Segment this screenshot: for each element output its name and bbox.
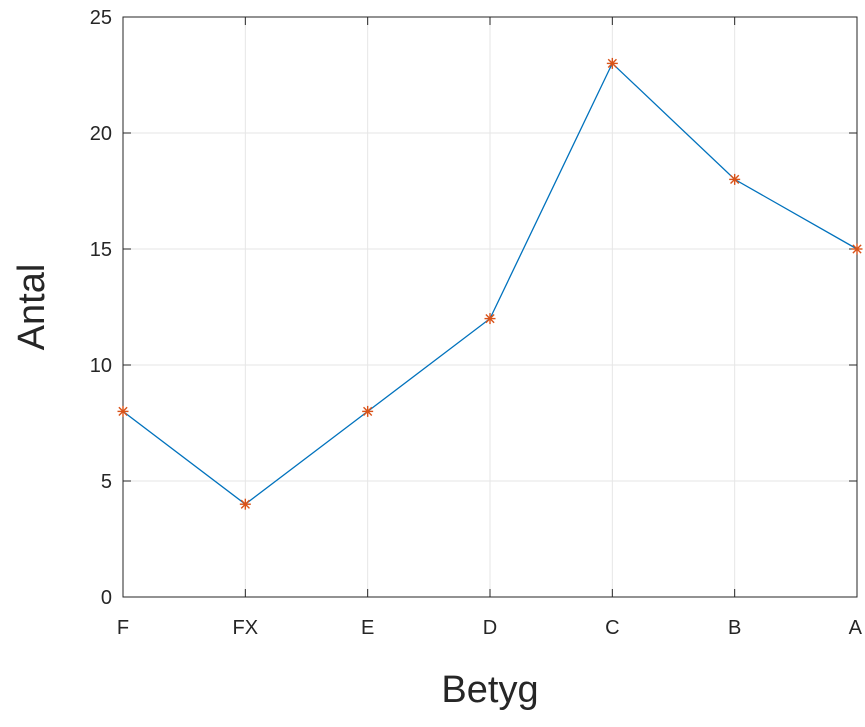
data-point-marker — [117, 405, 129, 417]
x-tick-label: A — [849, 617, 863, 639]
data-point-marker — [239, 498, 251, 510]
x-tick-label: FX — [233, 617, 259, 639]
x-axis-label: Betyg — [441, 669, 538, 711]
y-axis-label: Antal — [11, 264, 53, 351]
x-tick-label: D — [483, 617, 497, 639]
data-markers — [117, 57, 863, 510]
y-tick-label: 5 — [101, 471, 112, 493]
x-tick-label: B — [728, 617, 741, 639]
y-tick-labels: 0 5 10 15 20 25 — [90, 7, 112, 609]
x-tick-label: F — [117, 617, 129, 639]
x-tick-label: E — [361, 617, 374, 639]
tick-marks — [122, 16, 858, 598]
data-point-marker — [851, 243, 863, 255]
grid-lines — [122, 16, 858, 598]
y-tick-label: 20 — [90, 123, 112, 145]
x-tick-label: C — [605, 617, 619, 639]
data-point-marker — [362, 405, 374, 417]
y-tick-label: 10 — [90, 355, 112, 377]
data-point-marker — [606, 57, 618, 69]
x-tick-labels: F FX E D C B A — [117, 617, 863, 639]
y-tick-label: 0 — [101, 587, 112, 609]
data-point-marker — [484, 313, 496, 325]
y-tick-label: 25 — [90, 7, 112, 29]
data-point-marker — [729, 173, 741, 185]
y-tick-label: 15 — [90, 239, 112, 261]
